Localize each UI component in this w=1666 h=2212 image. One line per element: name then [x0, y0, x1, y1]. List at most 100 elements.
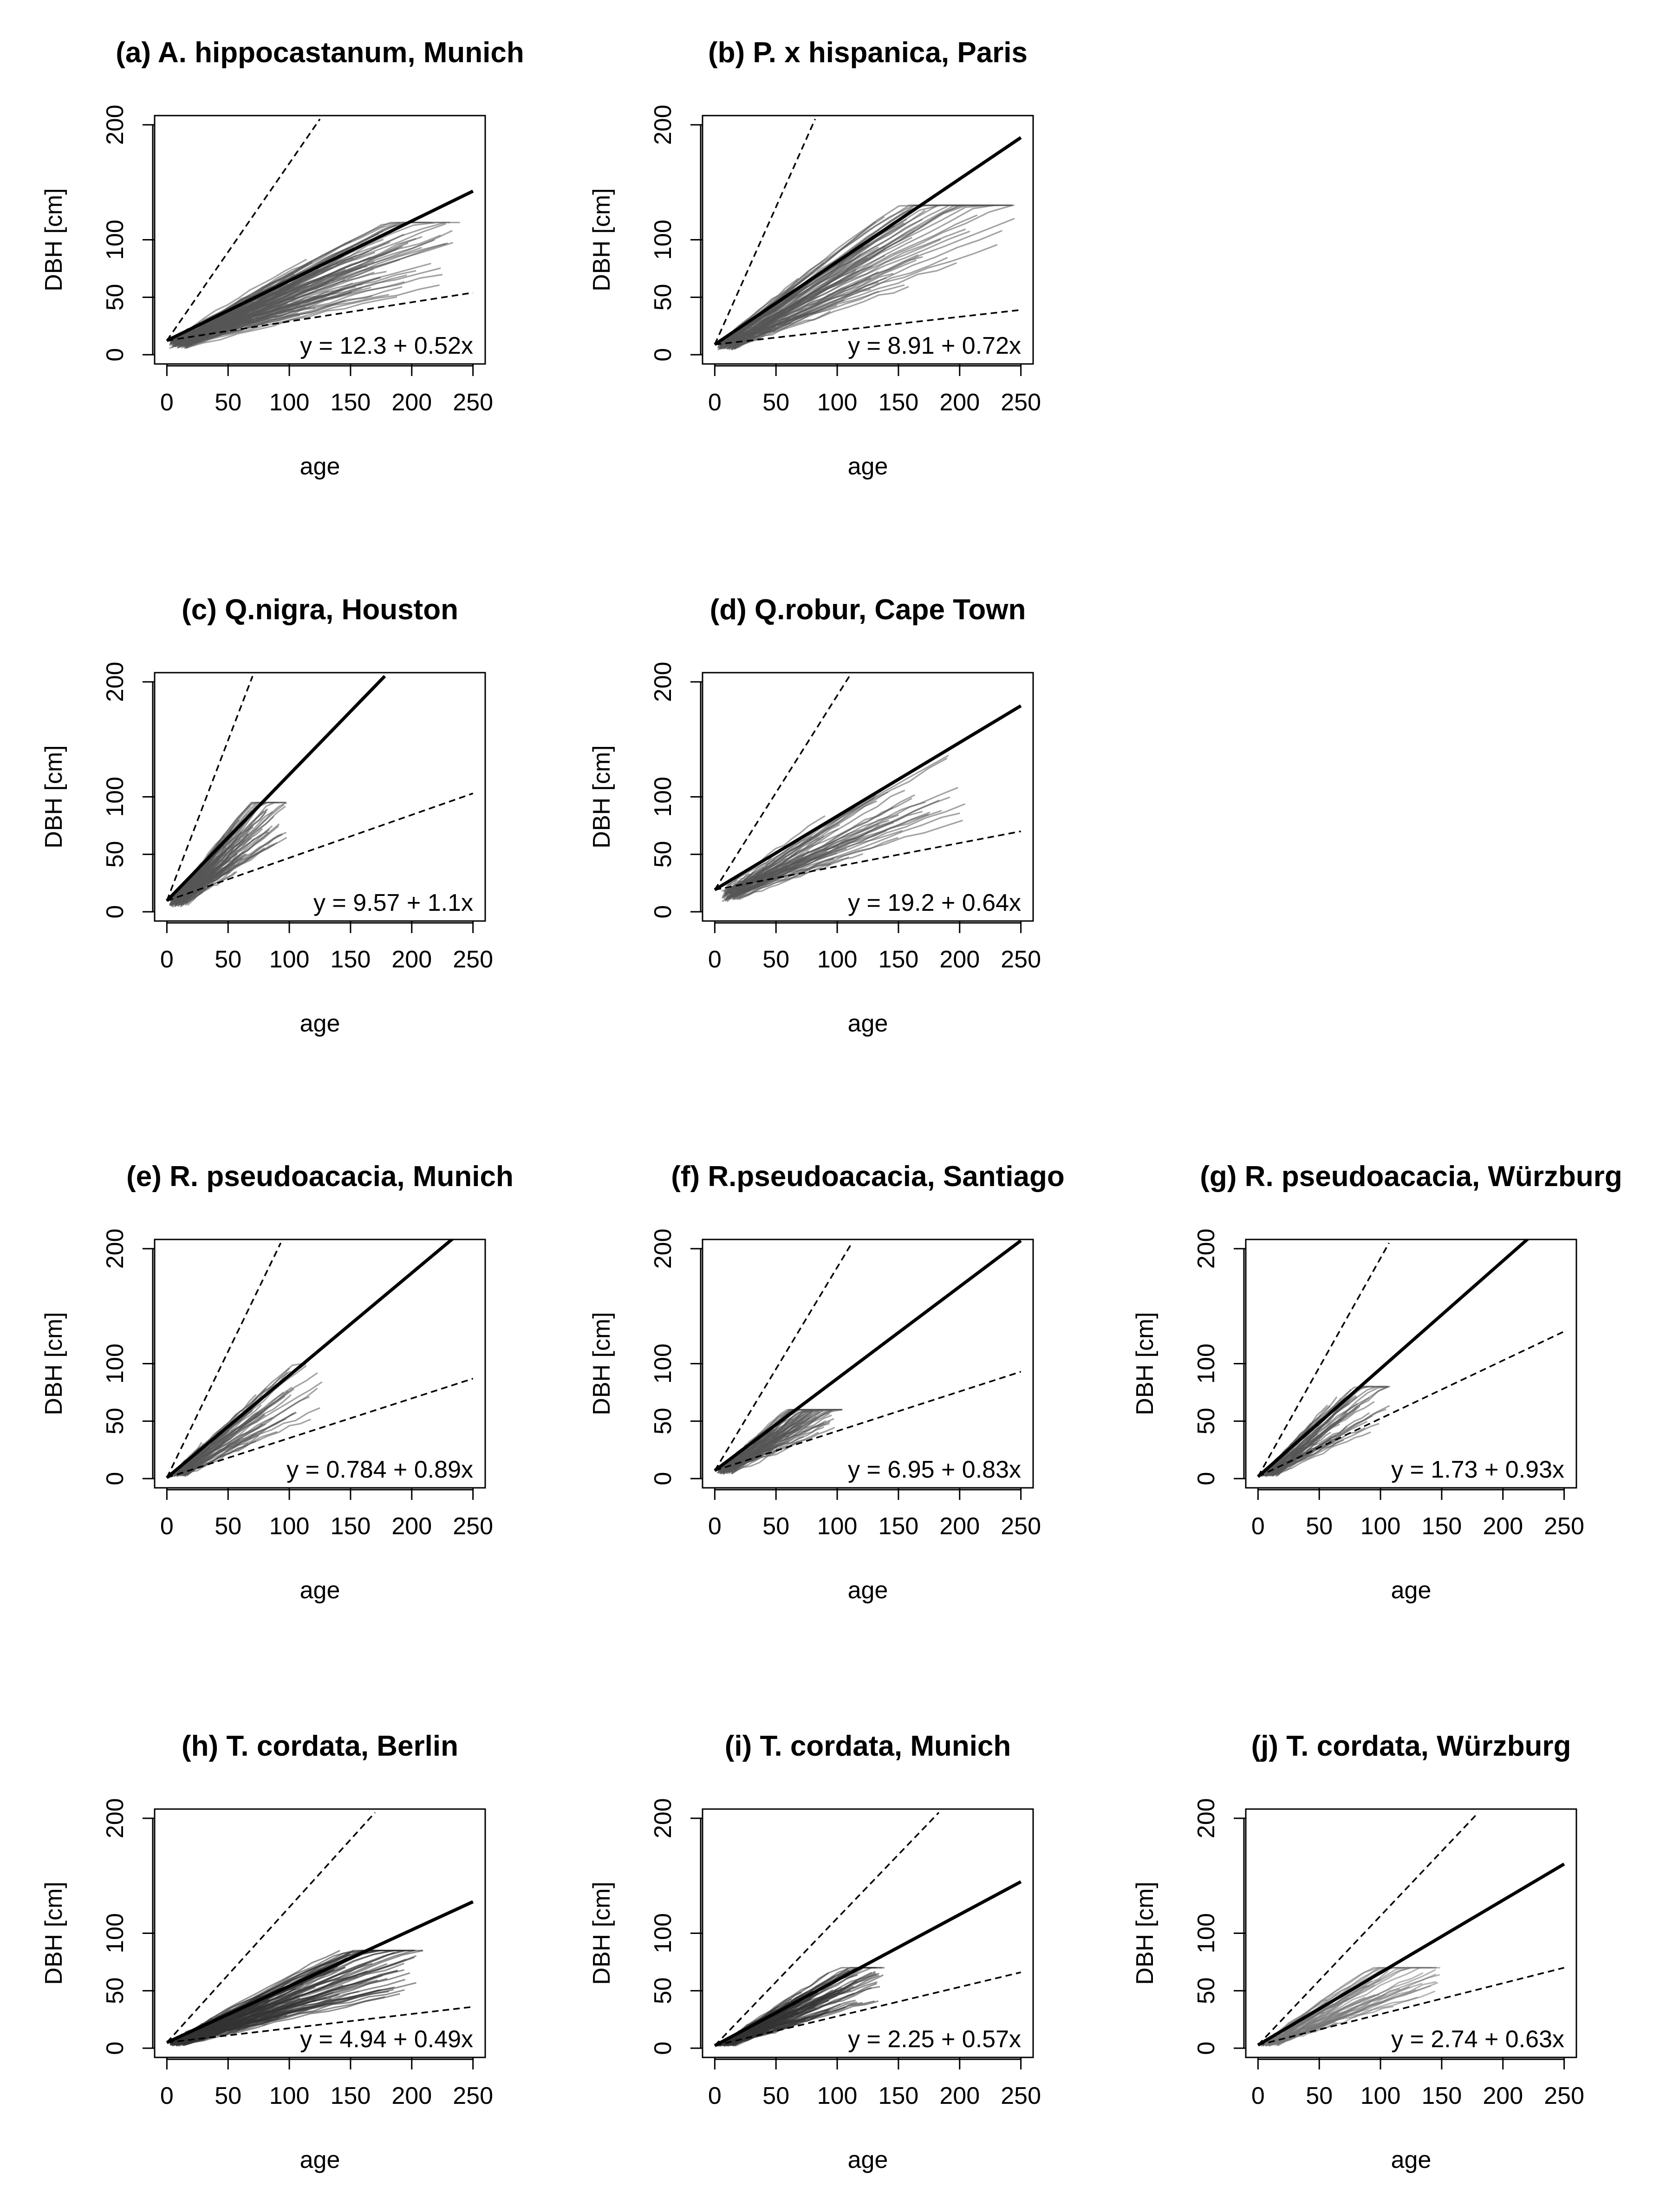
data-cloud	[169, 802, 287, 908]
x-tick-label: 150	[879, 2082, 919, 2109]
x-tick-label: 150	[1422, 1513, 1462, 1540]
panel-title: (j) T. cordata, Würzburg	[1251, 1730, 1571, 1762]
x-tick-label: 250	[1001, 2082, 1041, 2109]
y-tick-label: 0	[102, 1472, 129, 1485]
tree-trajectory	[1263, 1386, 1389, 1477]
x-axis: 0 50 100 150 200 250 age	[708, 1488, 1041, 1604]
tree-trajectory	[719, 1967, 882, 2047]
x-tick-label: 200	[391, 946, 432, 973]
y-axis: 0 50 100 200 DBH [cm]	[588, 104, 703, 362]
tree-trajectory	[736, 853, 864, 898]
tree-trajectory	[732, 797, 875, 895]
x-tick-label: 0	[160, 1513, 174, 1540]
panel-a: 0 50 100 150 200 250 age 0 50 100 200 DBH [cm] (a) A…	[40, 37, 524, 480]
x-axis-label: age	[300, 453, 340, 480]
tree-trajectory	[1271, 2003, 1334, 2046]
x-tick-label: 200	[939, 946, 980, 973]
upper-bound-line	[1257, 1242, 1390, 1477]
panel-f: 0 50 100 150 200 250 age 0 50 100 200 DBH [cm] (f) R…	[588, 1161, 1065, 1604]
y-axis: 0 50 100 200 DBH [cm]	[40, 1798, 155, 2055]
y-tick-label: 200	[102, 1228, 129, 1269]
x-axis-label: age	[1391, 2147, 1432, 2173]
y-tick-label: 0	[650, 905, 677, 919]
x-tick-label: 0	[160, 946, 174, 973]
tree-trajectory	[185, 1440, 256, 1476]
tree-trajectory	[182, 1418, 311, 1477]
y-axis: 0 50 100 200 DBH [cm]	[40, 104, 155, 362]
regression-equation: y = 12.3 + 0.52x	[300, 332, 473, 359]
x-tick-label: 150	[331, 2082, 371, 2109]
data-cloud	[169, 221, 460, 350]
lower-bound-line	[715, 830, 1021, 891]
upper-bound-line	[166, 118, 321, 341]
y-tick-label: 200	[102, 662, 129, 702]
x-tick-label: 250	[453, 2082, 493, 2109]
lower-bound-line	[1257, 1330, 1565, 1478]
x-tick-label: 100	[1360, 2082, 1401, 2109]
x-tick-label: 50	[215, 1513, 241, 1540]
y-tick-label: 50	[650, 841, 677, 868]
regression-equation: y = 8.91 + 0.72x	[848, 332, 1021, 359]
x-tick-label: 50	[762, 2082, 789, 2109]
regression-equation: y = 2.74 + 0.63x	[1391, 2026, 1564, 2053]
x-tick-label: 100	[269, 946, 310, 973]
x-tick-label: 250	[1001, 1513, 1041, 1540]
data-cloud	[717, 204, 1015, 351]
x-tick-label: 150	[1422, 2082, 1462, 2109]
x-tick-label: 0	[1251, 1513, 1265, 1540]
tree-trajectory	[723, 204, 938, 344]
tree-trajectory	[730, 2004, 818, 2046]
tree-trajectory	[718, 228, 966, 343]
y-tick-label: 100	[102, 1343, 129, 1384]
fit-line	[165, 675, 386, 902]
y-tick-label: 100	[650, 777, 677, 817]
plot-frame	[702, 1808, 1034, 2058]
x-tick-label: 250	[453, 389, 493, 416]
lower-bound-line	[715, 309, 1021, 345]
fit-line	[714, 704, 1022, 891]
y-tick-label: 0	[1193, 2042, 1220, 2055]
y-axis-label: DBH [cm]	[40, 188, 67, 291]
x-axis: 0 50 100 150 200 250 age	[160, 2057, 493, 2173]
x-tick-label: 150	[879, 946, 919, 973]
y-axis-label: DBH [cm]	[588, 745, 615, 848]
x-tick-label: 200	[939, 1513, 980, 1540]
x-tick-label: 50	[215, 946, 241, 973]
x-axis: 0 50 100 150 200 250 age	[708, 2057, 1041, 2173]
tree-trajectory	[725, 866, 764, 890]
x-tick-label: 200	[1483, 2082, 1523, 2109]
x-tick-label: 100	[817, 2082, 858, 2109]
lower-bound-line	[166, 792, 474, 902]
y-tick-label: 100	[102, 777, 129, 817]
x-tick-label: 50	[762, 389, 789, 416]
x-axis: 0 50 100 150 200 250 age	[160, 364, 493, 480]
y-tick-label: 200	[650, 1798, 677, 1838]
y-tick-label: 100	[1193, 1343, 1220, 1384]
x-tick-label: 200	[391, 1513, 432, 1540]
x-tick-label: 50	[762, 946, 789, 973]
upper-bound-line	[714, 1242, 853, 1471]
x-tick-label: 250	[1001, 389, 1041, 416]
tree-trajectory	[722, 262, 957, 344]
tree-trajectory	[186, 1993, 340, 2045]
tree-trajectory	[1267, 1970, 1389, 2046]
x-tick-label: 200	[939, 2082, 980, 2109]
y-axis-label: DBH [cm]	[40, 745, 67, 848]
y-tick-label: 50	[1193, 1408, 1220, 1434]
x-tick-label: 150	[879, 1513, 919, 1540]
regression-equation: y = 1.73 + 0.93x	[1391, 1456, 1564, 1483]
x-axis: 0 50 100 150 200 250 age	[1251, 2057, 1584, 2173]
regression-equation: y = 9.57 + 1.1x	[313, 889, 473, 916]
x-axis-label: age	[848, 1010, 888, 1037]
x-axis-label: age	[300, 2147, 340, 2173]
x-axis: 0 50 100 150 200 250 age	[708, 921, 1041, 1037]
x-tick-label: 150	[331, 946, 371, 973]
tree-trajectory	[722, 1980, 858, 2046]
x-tick-label: 50	[215, 389, 241, 416]
y-axis-label: DBH [cm]	[1132, 1312, 1158, 1415]
fit-line	[714, 1880, 1022, 2047]
x-tick-label: 100	[1360, 1513, 1401, 1540]
x-tick-label: 50	[1306, 1513, 1333, 1540]
panel-title: (a) A. hippocastanum, Munich	[116, 37, 524, 69]
x-tick-label: 100	[817, 1513, 858, 1540]
